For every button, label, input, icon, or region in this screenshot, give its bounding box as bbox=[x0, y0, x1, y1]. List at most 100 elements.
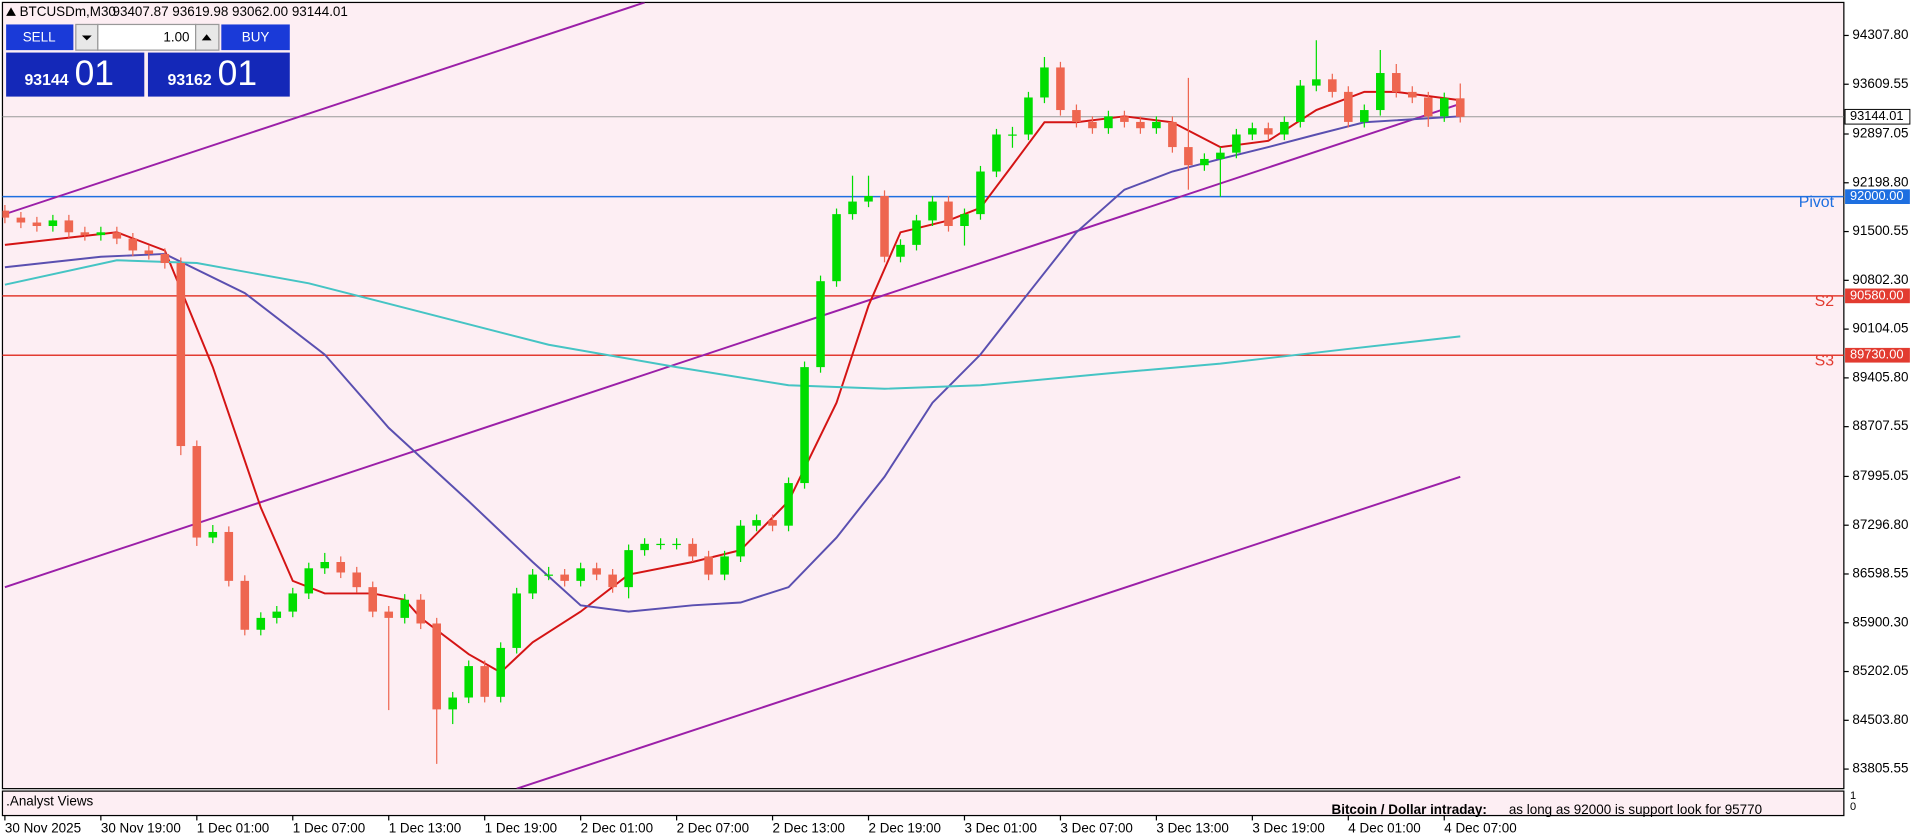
candle-body bbox=[464, 666, 473, 698]
candle-body bbox=[1120, 116, 1129, 122]
buy-price-box[interactable] bbox=[147, 52, 290, 97]
candle-body bbox=[352, 572, 362, 588]
buy-price-main: 93162 bbox=[168, 72, 212, 89]
candle-body bbox=[1360, 110, 1369, 122]
candle-body bbox=[1008, 134, 1017, 136]
candle-body bbox=[1168, 121, 1177, 148]
x-tick-label: 4 Dec 07:00 bbox=[1444, 821, 1516, 836]
axis-layer: 94307.80 93609.55 92897.05 92198.80 91500.55… bbox=[4, 27, 1911, 836]
ohlc-text: 93407.87 93619.98 93062.00 93144.01 bbox=[112, 4, 347, 19]
candle-body bbox=[1344, 91, 1353, 122]
y-tick-label: 94307.80 bbox=[1852, 27, 1908, 42]
candle-body bbox=[576, 568, 585, 581]
y-tick-label: 92198.80 bbox=[1852, 174, 1908, 189]
candle-body bbox=[800, 367, 809, 484]
candle-body bbox=[896, 244, 905, 257]
x-tick-label: 3 Dec 19:00 bbox=[1252, 821, 1324, 836]
candle-body bbox=[960, 214, 969, 227]
sell-price-main: 93144 bbox=[24, 72, 68, 89]
up-arrow bbox=[201, 34, 212, 41]
candle-body bbox=[368, 587, 378, 612]
buy-label: BUY bbox=[242, 29, 270, 44]
candle-body bbox=[1264, 128, 1273, 135]
y-tick-label: 87995.05 bbox=[1852, 468, 1908, 483]
candle-body bbox=[752, 520, 761, 526]
candle-body bbox=[48, 220, 58, 227]
candle-body bbox=[784, 483, 793, 526]
candle-body bbox=[736, 525, 745, 557]
candle-body bbox=[544, 574, 553, 576]
candle-body bbox=[176, 263, 186, 447]
x-tick-label: 3 Dec 07:00 bbox=[1060, 821, 1132, 836]
level-name: Pivot bbox=[1799, 194, 1835, 211]
x-tick-label: 4 Dec 01:00 bbox=[1348, 821, 1420, 836]
collapse-icon[interactable] bbox=[6, 7, 16, 16]
y-tick-label: 90104.05 bbox=[1852, 321, 1908, 336]
sell-label: SELL bbox=[23, 29, 56, 44]
buy-button[interactable] bbox=[221, 24, 290, 51]
y-tick-label: 86598.55 bbox=[1852, 566, 1908, 581]
trade-panel: SELL 1.00 BUY 93144 01 93162 01 bbox=[6, 23, 290, 97]
candle-body bbox=[1296, 85, 1305, 122]
indicator-text: as long as 92000 is support look for 957… bbox=[1509, 802, 1762, 817]
candle-body bbox=[64, 220, 74, 233]
candle-body bbox=[1455, 98, 1465, 117]
candle-body bbox=[1423, 97, 1433, 117]
candle-body bbox=[1104, 116, 1113, 129]
candle-body bbox=[32, 222, 42, 227]
y-tick-label: 85900.30 bbox=[1852, 614, 1908, 629]
candle-body bbox=[1328, 79, 1337, 92]
x-tick-label: 2 Dec 01:00 bbox=[581, 821, 653, 836]
moving-average bbox=[4, 259, 1461, 390]
candle-body bbox=[1280, 121, 1289, 135]
candle-body bbox=[864, 195, 873, 202]
x-tick-label: 2 Dec 19:00 bbox=[869, 821, 941, 836]
indicator-tick-label: 0 bbox=[1850, 801, 1856, 813]
candle-body bbox=[1056, 67, 1065, 111]
x-tick-label: 30 Nov 2025 bbox=[5, 821, 81, 836]
y-tick-label: 89405.80 bbox=[1852, 369, 1908, 384]
candle-body bbox=[848, 201, 857, 215]
candle-body bbox=[144, 250, 154, 254]
candle-body bbox=[224, 531, 234, 581]
candle-body bbox=[256, 617, 266, 630]
candle-body bbox=[416, 599, 425, 624]
sell-button[interactable] bbox=[6, 24, 74, 51]
level-name: S2 bbox=[1815, 293, 1835, 310]
candle-body bbox=[128, 238, 138, 251]
y-tick-label: 92897.05 bbox=[1852, 126, 1908, 141]
indicator-panel bbox=[1, 790, 1845, 817]
candle-body bbox=[1136, 121, 1145, 129]
price-tag bbox=[1844, 108, 1911, 125]
candle-body bbox=[720, 556, 729, 575]
candle-body bbox=[400, 599, 410, 618]
candle-body bbox=[1088, 121, 1097, 129]
level-tag-label: 90580.00 bbox=[1850, 287, 1904, 302]
candle-body bbox=[272, 611, 282, 618]
moving-average bbox=[4, 115, 1461, 613]
candle-body bbox=[512, 593, 521, 648]
candle-body bbox=[1184, 147, 1193, 166]
candle-body bbox=[480, 666, 489, 697]
candle-body bbox=[528, 574, 537, 594]
sell-price-box[interactable] bbox=[6, 52, 145, 97]
candle-body bbox=[304, 568, 314, 594]
candle-body bbox=[112, 232, 122, 239]
candle-body bbox=[288, 593, 298, 612]
candle-body bbox=[1216, 152, 1225, 159]
candle-body bbox=[672, 543, 681, 546]
symbol-title: BTCUSDm,M30 bbox=[20, 4, 116, 19]
level-tag-label: 92000.00 bbox=[1850, 188, 1904, 203]
candle-body bbox=[496, 647, 505, 697]
candle-body bbox=[688, 543, 697, 557]
lot-input[interactable] bbox=[97, 23, 197, 51]
candle-body bbox=[656, 543, 665, 546]
candle-body bbox=[432, 623, 441, 710]
level-tag bbox=[1845, 189, 1910, 205]
candle-body bbox=[1152, 121, 1161, 129]
candle-body bbox=[1312, 79, 1321, 86]
x-tick-label: 2 Dec 13:00 bbox=[773, 821, 845, 836]
candle-body bbox=[560, 574, 569, 581]
candle-body bbox=[1439, 98, 1449, 117]
candle-body bbox=[816, 281, 825, 368]
